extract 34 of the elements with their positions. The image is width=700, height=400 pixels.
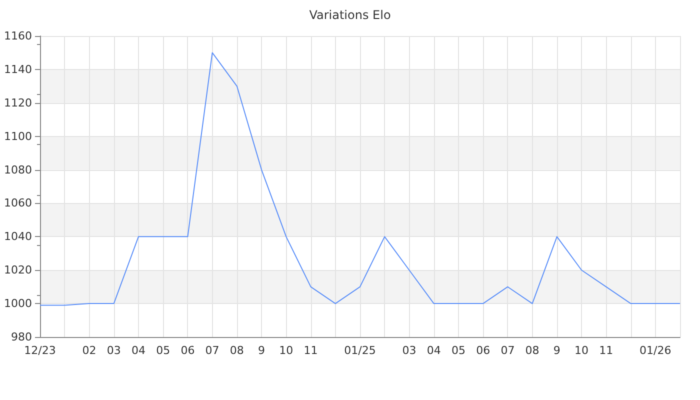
x-tick-label: 06 [180,344,195,357]
y-tick-label: 1160 [4,30,32,42]
x-tick-label: 10 [574,344,589,357]
x-tick-label: 06 [476,344,490,357]
y-tick-label: 1080 [4,163,32,176]
x-tick-label: 03 [106,344,121,357]
x-tick-label: 9 [258,344,266,357]
y-tick-label: 1140 [4,62,32,76]
x-tick-label: 04 [131,344,146,357]
x-tick-label: 07 [500,344,515,357]
y-tick-label: 1100 [4,130,32,143]
x-tick-label: 9 [553,344,560,357]
line-series [40,52,680,306]
x-tick-label: 01/25 [344,344,376,357]
x-tick-label: 05 [156,344,170,357]
x-tick-label: 01/26 [640,344,672,357]
x-tick-label: 11 [599,344,614,357]
x-tick-label: 07 [205,344,220,357]
y-tick-label: 1120 [4,96,32,110]
x-tick-label: 08 [525,344,540,357]
x-tick-label: 02 [82,344,96,357]
x-tick-label: 03 [402,344,416,357]
y-tick-label: 1040 [4,230,32,244]
x-tick-label: 04 [426,344,441,357]
y-tick-label: 1000 [4,297,32,310]
x-tick-label: 05 [451,344,466,357]
y-tick-label: 1060 [4,196,32,210]
y-tick-label: 1020 [4,264,32,277]
x-tick-label: 10 [279,344,294,357]
x-tick-label: 08 [230,344,244,357]
y-tick-label: 980 [11,330,32,344]
x-tick-label: 11 [304,344,318,357]
chart-title: Variations Elo [309,8,391,22]
x-tick-label: 12/23 [24,344,56,357]
